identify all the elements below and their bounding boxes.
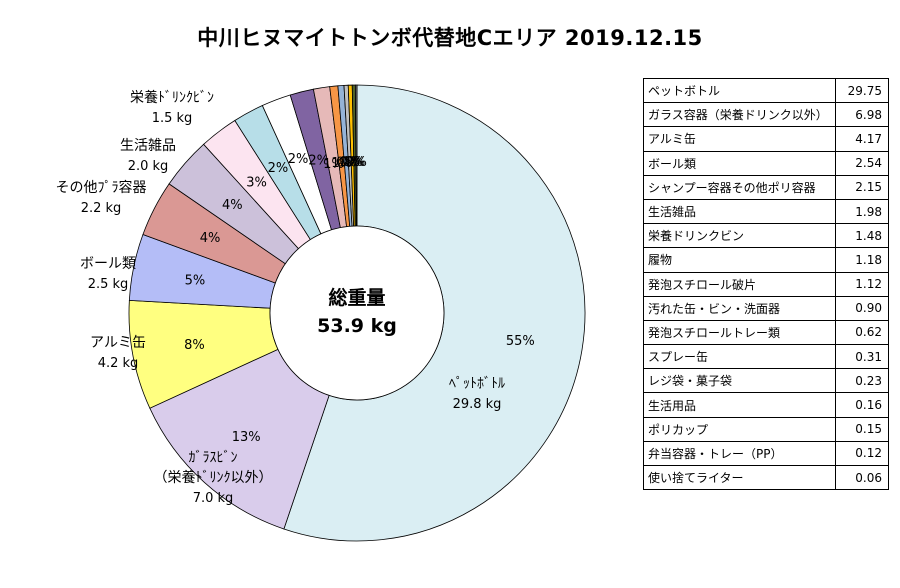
percent-label-4: 4% bbox=[200, 231, 221, 246]
percent-label-1: 13% bbox=[232, 430, 261, 445]
table-row: ペットボトル 29.75 bbox=[643, 77, 889, 104]
table-cell-value: 0.23 bbox=[835, 368, 889, 394]
table-cell-name: 発泡スチロール破片 bbox=[643, 271, 836, 297]
percent-label-0: 55% bbox=[506, 334, 535, 349]
table-row: 生活用品 0.16 bbox=[643, 392, 889, 418]
table-row: アルミ缶 4.17 bbox=[643, 126, 889, 152]
percent-label-6: 3% bbox=[246, 175, 267, 190]
percent-label-12: 0% bbox=[336, 155, 357, 170]
table-row: 発泡スチロール破片 1.12 bbox=[643, 271, 889, 297]
table-cell-value: 0.31 bbox=[835, 344, 889, 370]
percent-label-13: 0% bbox=[339, 155, 360, 170]
table-cell-name: 発泡スチロールトレー類 bbox=[643, 319, 836, 346]
outer-label-2-line-0: アルミ缶 bbox=[90, 335, 146, 351]
percent-label-9: 2% bbox=[308, 154, 329, 169]
table-row: 汚れた缶・ビン・洗面器 0.90 bbox=[643, 295, 889, 321]
table-cell-value: 2.15 bbox=[835, 174, 889, 200]
chart-title: 中川ヒヌマイトトンボ代替地Cエリア 2019.12.15 bbox=[197, 26, 703, 50]
outer-label-4-line-0: その他ﾌﾟﾗ容器 bbox=[56, 179, 147, 196]
table-row: 栄養ドリンクビン 1.48 bbox=[643, 223, 889, 249]
percent-label-15: 0% bbox=[345, 155, 366, 170]
percent-label-8: 2% bbox=[288, 152, 309, 167]
data-table: ペットボトル 29.75 ガラス容器（栄養ドリンク以外） 6.98 アルミ缶 4.17 ボー… bbox=[643, 77, 889, 491]
outer-label-1-line-0: ｶﾞﾗｽﾋﾞﾝ bbox=[189, 450, 238, 466]
percent-label-16: 0% bbox=[346, 155, 367, 170]
percent-label-10: 1% bbox=[323, 157, 344, 172]
table-row: ポリカップ 0.15 bbox=[643, 416, 889, 442]
donut-chart: 55%13%8%5%4%4%3%2%2% 2%1%1%0%0%0%0%0% ﾍﾟｯ… bbox=[56, 84, 586, 542]
table-row: ボール類 2.54 bbox=[643, 150, 889, 176]
table-cell-name: ガラス容器（栄養ドリンク以外） bbox=[643, 102, 836, 128]
outer-label-5-line-0: 生活雑品 bbox=[120, 138, 176, 154]
percent-label-5: 4% bbox=[222, 198, 243, 213]
table-cell-name: 使い捨てライター bbox=[643, 464, 836, 491]
percent-label-11: 1% bbox=[331, 156, 352, 171]
center-label-total: 53.9 kg bbox=[317, 315, 397, 337]
table-row: 使い捨てライター 0.06 bbox=[643, 464, 889, 491]
table-cell-name: 生活用品 bbox=[643, 392, 836, 418]
table-cell-value: 1.98 bbox=[835, 198, 889, 225]
table-cell-value: 2.54 bbox=[835, 150, 889, 176]
table-cell-value: 1.12 bbox=[835, 271, 889, 297]
center-label-title: 総重量 bbox=[328, 286, 385, 309]
table-cell-value: 29.75 bbox=[835, 77, 889, 104]
percent-label-7: 2% bbox=[268, 161, 289, 176]
table-cell-name: 生活雑品 bbox=[643, 198, 836, 225]
table-cell-name: ボール類 bbox=[643, 150, 836, 176]
table-cell-name: 弁当容器・トレー（PP） bbox=[643, 440, 836, 467]
outer-label-6-line-0: 栄養ﾄﾞﾘﾝｸﾋﾞﾝ bbox=[130, 89, 214, 106]
outer-label-5-line-1: 2.0 kg bbox=[128, 159, 169, 174]
outer-label-3-line-1: 2.5 kg bbox=[88, 277, 129, 292]
table-cell-name: 汚れた缶・ビン・洗面器 bbox=[643, 295, 836, 321]
table-cell-value: 0.06 bbox=[835, 464, 889, 491]
table-cell-value: 0.90 bbox=[835, 295, 889, 321]
outer-label-6-line-1: 1.5 kg bbox=[152, 111, 193, 126]
table-cell-name: 履物 bbox=[643, 247, 836, 273]
percent-labels: 55%13%8%5%4%4%3%2%2% 2%1%1%0%0%0%0%0% bbox=[184, 152, 535, 445]
outer-label-4-line-1: 2.2 kg bbox=[81, 201, 122, 216]
percent-label-14: 0% bbox=[342, 155, 363, 170]
table-cell-value: 0.62 bbox=[835, 319, 889, 346]
table-cell-value: 1.18 bbox=[835, 247, 889, 273]
outer-label-0-line-1: 29.8 kg bbox=[453, 397, 502, 412]
table-row: 履物 1.18 bbox=[643, 247, 889, 273]
table-row: 発泡スチロールトレー類 0.62 bbox=[643, 319, 889, 346]
table-row: 生活雑品 1.98 bbox=[643, 198, 889, 225]
outer-label-1-line-1: （栄養ﾄﾞﾘﾝｸ以外） bbox=[154, 469, 273, 486]
outer-labels: ﾍﾟｯﾄﾎﾞﾄﾙ 29.8 kg ｶﾞﾗｽﾋﾞﾝ （栄養ﾄﾞﾘﾝｸ以外） 7.0 kg ア… bbox=[56, 89, 506, 506]
table-cell-name: ペットボトル bbox=[643, 77, 836, 104]
table-cell-value: 6.98 bbox=[835, 102, 889, 128]
percent-label-3: 5% bbox=[185, 274, 206, 289]
donut-hole bbox=[269, 225, 445, 401]
outer-label-1-line-2: 7.0 kg bbox=[193, 491, 234, 506]
table-cell-value: 0.12 bbox=[835, 440, 889, 467]
table-cell-value: 4.17 bbox=[835, 126, 889, 152]
outer-label-3-line-0: ボール類 bbox=[80, 256, 136, 272]
donut-slices bbox=[128, 84, 586, 542]
table-cell-name: スプレー缶 bbox=[643, 344, 836, 370]
percent-label-2: 8% bbox=[184, 338, 205, 353]
table-cell-value: 0.16 bbox=[835, 392, 889, 418]
table-cell-name: アルミ缶 bbox=[643, 126, 836, 152]
table-row: レジ袋・菓子袋 0.23 bbox=[643, 368, 889, 394]
table-cell-name: 栄養ドリンクビン bbox=[643, 223, 836, 249]
outer-label-2-line-1: 4.2 kg bbox=[98, 356, 139, 371]
outer-label-0-line-0: ﾍﾟｯﾄﾎﾞﾄﾙ bbox=[449, 376, 505, 392]
table-row: ガラス容器（栄養ドリンク以外） 6.98 bbox=[643, 102, 889, 128]
table-row: 弁当容器・トレー（PP） 0.12 bbox=[643, 440, 889, 467]
table-row: スプレー缶 0.31 bbox=[643, 344, 889, 370]
table-cell-value: 0.15 bbox=[835, 416, 889, 442]
table-cell-name: ポリカップ bbox=[643, 416, 836, 442]
table-cell-value: 1.48 bbox=[835, 223, 889, 249]
table-cell-name: レジ袋・菓子袋 bbox=[643, 368, 836, 394]
table-cell-name: シャンプー容器その他ポリ容器 bbox=[643, 174, 836, 200]
table-row: シャンプー容器その他ポリ容器 2.15 bbox=[643, 174, 889, 200]
